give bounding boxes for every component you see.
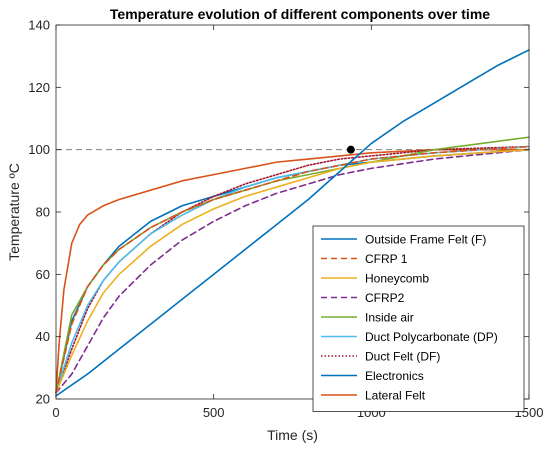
series-line-2 [55,148,530,394]
legend-items: Outside Frame Felt (F) CFRP 1 Honeycomb CFR… [321,232,498,402]
legend-label-2: Honeycomb [365,271,429,285]
series-line-3 [55,148,530,394]
legend-label-0: Outside Frame Felt (F) [365,232,486,246]
legend-label-6: Duct Felt (DF) [365,349,440,363]
x-tick-label-0: 0 [52,405,59,420]
y-tick-label-4: 100 [28,142,50,157]
legend-label-4: Inside air [365,310,414,324]
y-tick-label-3: 80 [36,205,50,220]
legend-label-1: CFRP 1 [365,252,408,266]
legend-box [312,225,525,412]
legend-label-7: Electronics [365,369,424,383]
legend-label-3: CFRP2 [365,291,405,305]
series-line-1 [55,145,530,394]
x-axis-label: Time (s) [267,427,318,443]
y-tick-label-1: 40 [36,329,50,344]
y-tick-label-5: 120 [28,80,50,95]
series-line-6 [55,145,530,394]
series-line-0 [55,49,530,397]
series-line-8 [55,148,530,394]
legend-label-5: Duct Polycarbonate (DP) [365,330,498,344]
y-axis-label: Temperature ºC [6,163,22,261]
y-tick-label-6: 140 [28,18,50,33]
series-layer [55,49,530,397]
y-tick-label-2: 60 [36,267,50,282]
crossing-marker [346,145,355,154]
chart-title: Temperature evolution of different compo… [110,6,490,22]
legend-label-8: Lateral Felt [365,388,426,402]
x-tick-label-1: 500 [203,405,225,420]
y-tick-label-0: 20 [36,392,50,407]
legend: Outside Frame Felt (F) CFRP 1 Honeycomb CFR… [312,225,525,412]
